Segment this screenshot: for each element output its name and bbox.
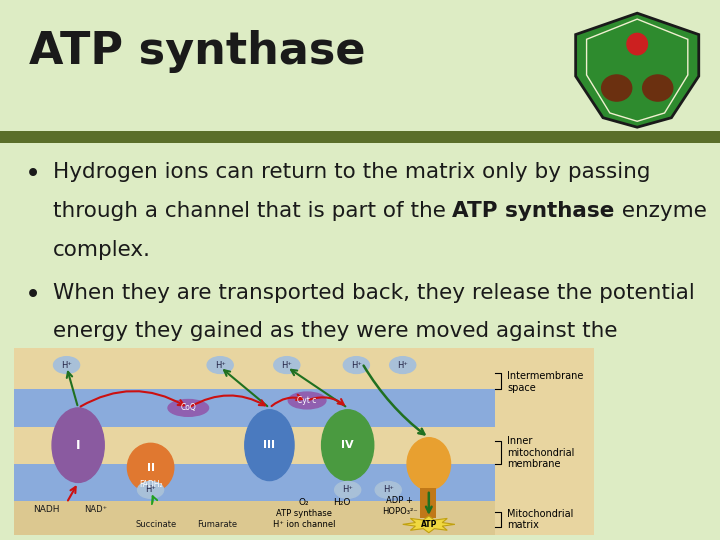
Ellipse shape — [168, 400, 209, 416]
Text: complex.: complex. — [53, 240, 150, 260]
Ellipse shape — [322, 410, 374, 481]
Text: ADP +: ADP + — [387, 496, 413, 505]
Polygon shape — [402, 516, 455, 533]
FancyBboxPatch shape — [14, 501, 495, 535]
Ellipse shape — [390, 357, 415, 374]
Text: H⁺ ion channel: H⁺ ion channel — [273, 520, 336, 529]
Text: ATP synthase: ATP synthase — [29, 30, 365, 73]
Text: H⁺: H⁺ — [282, 361, 292, 369]
Ellipse shape — [245, 410, 294, 481]
Text: IV: IV — [341, 440, 354, 450]
FancyBboxPatch shape — [14, 389, 495, 427]
Text: H⁺: H⁺ — [145, 485, 156, 495]
Text: energy they gained as they were moved against the: energy they gained as they were moved ag… — [53, 321, 617, 341]
Ellipse shape — [602, 75, 631, 101]
Text: Inner
mitochondrial
membrane: Inner mitochondrial membrane — [507, 436, 575, 469]
Text: H⁺: H⁺ — [383, 485, 394, 495]
Ellipse shape — [407, 438, 451, 490]
Text: O₂: O₂ — [299, 498, 310, 507]
Text: II: II — [147, 463, 155, 472]
Text: H₂O: H₂O — [333, 498, 351, 507]
Ellipse shape — [52, 408, 104, 482]
Ellipse shape — [138, 482, 163, 498]
Text: I: I — [76, 438, 81, 451]
Text: CoQ: CoQ — [181, 403, 196, 413]
Text: Intermembrane
space: Intermembrane space — [507, 371, 583, 393]
Ellipse shape — [343, 357, 369, 374]
Ellipse shape — [127, 443, 174, 492]
Ellipse shape — [627, 33, 647, 55]
Ellipse shape — [274, 357, 300, 374]
Text: concentration gradient at the enzyme.: concentration gradient at the enzyme. — [53, 360, 469, 380]
Text: •: • — [25, 162, 41, 188]
Text: FADH₂: FADH₂ — [139, 480, 163, 489]
Ellipse shape — [53, 357, 80, 374]
Text: NAD⁺: NAD⁺ — [84, 505, 107, 514]
Ellipse shape — [643, 75, 672, 101]
Text: H⁺: H⁺ — [351, 361, 362, 369]
FancyBboxPatch shape — [420, 488, 436, 518]
Text: When they are transported back, they release the potential: When they are transported back, they rel… — [53, 282, 694, 302]
Text: H⁺: H⁺ — [342, 485, 353, 495]
Text: ATP synthase: ATP synthase — [452, 201, 615, 221]
Text: through a channel that is part of the: through a channel that is part of the — [53, 201, 452, 221]
Text: H⁺: H⁺ — [61, 361, 72, 369]
Text: ATP synthase: ATP synthase — [276, 509, 332, 518]
Text: III: III — [264, 440, 276, 450]
Text: Cyt c: Cyt c — [297, 396, 317, 405]
Text: H⁺: H⁺ — [215, 361, 225, 369]
Text: H⁺: H⁺ — [397, 361, 408, 369]
Ellipse shape — [207, 357, 233, 374]
Text: Mitochondrial
matrix: Mitochondrial matrix — [507, 509, 573, 530]
Text: HOPO₃²⁻: HOPO₃²⁻ — [382, 507, 418, 516]
Text: Succinate: Succinate — [136, 520, 177, 529]
Text: Hydrogen ions can return to the matrix only by passing: Hydrogen ions can return to the matrix o… — [53, 162, 650, 182]
FancyBboxPatch shape — [0, 131, 720, 143]
Text: ATP: ATP — [420, 520, 437, 529]
Polygon shape — [576, 13, 698, 127]
Text: NADH: NADH — [33, 505, 60, 514]
Text: Fumarate: Fumarate — [197, 520, 238, 529]
FancyBboxPatch shape — [14, 464, 495, 501]
Ellipse shape — [288, 392, 326, 409]
Text: enzyme: enzyme — [615, 201, 706, 221]
Ellipse shape — [335, 482, 361, 498]
Text: •: • — [25, 282, 41, 308]
Ellipse shape — [375, 482, 401, 498]
